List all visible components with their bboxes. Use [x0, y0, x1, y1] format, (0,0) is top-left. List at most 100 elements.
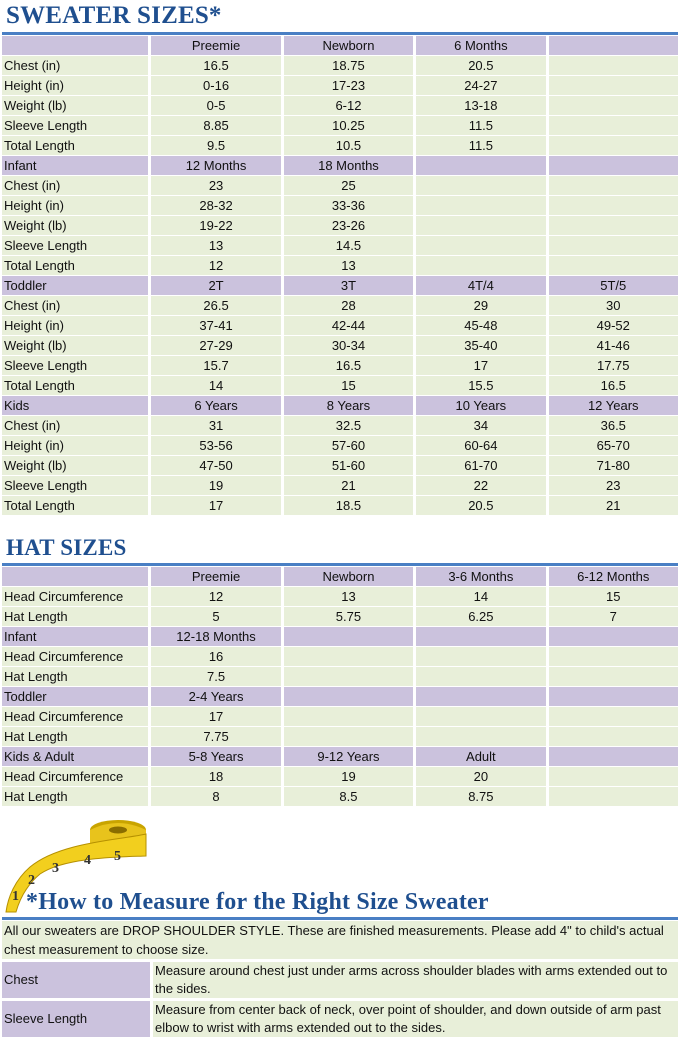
size-header: [416, 687, 546, 706]
row-label: Height (in): [2, 196, 149, 215]
size-header: Preemie: [151, 567, 281, 586]
size-value: 19: [283, 767, 414, 786]
row-label: Total Length: [2, 376, 149, 395]
size-header: [283, 627, 414, 646]
measure-text: Measure from center back of neck, over p…: [153, 1001, 678, 1037]
row-label: Height (in): [2, 316, 149, 335]
table-row: Sleeve Length 19 21 22 23: [2, 476, 678, 496]
size-value: 17: [151, 496, 281, 515]
size-header: 9-12 Years: [283, 747, 414, 766]
size-value: 13: [283, 256, 414, 275]
row-label: Weight (lb): [2, 456, 149, 475]
size-value: 23-26: [283, 216, 414, 235]
size-header: 5T/5: [548, 276, 678, 295]
size-value: 8.85: [151, 116, 281, 135]
row-label: Weight (lb): [2, 336, 149, 355]
size-value: 8.5: [283, 787, 414, 806]
size-value: 33-36: [283, 196, 414, 215]
section-label: Kids & Adult: [2, 747, 149, 766]
measure-row-chest: Chest Measure around chest just under ar…: [2, 962, 678, 998]
size-value: 0-16: [151, 76, 281, 95]
size-value: 57-60: [283, 436, 414, 455]
table-row: Total Length 17 18.5 20.5 21: [2, 496, 678, 516]
table-row: Head Circumference 12 13 14 15: [2, 587, 678, 607]
size-value: 65-70: [548, 436, 678, 455]
row-label: Chest (in): [2, 296, 149, 315]
size-value: 15.7: [151, 356, 281, 375]
size-value: 27-29: [151, 336, 281, 355]
size-value: [548, 707, 678, 726]
row-label: Weight (lb): [2, 96, 149, 115]
size-value: 16.5: [548, 376, 678, 395]
size-value: 7.75: [151, 727, 281, 746]
row-label: Hat Length: [2, 787, 149, 806]
table-row: Hat Length 7.5: [2, 667, 678, 687]
size-value: [548, 136, 678, 155]
size-value: 16: [151, 647, 281, 666]
table-row: Total Length 12 13: [2, 256, 678, 276]
size-value: 37-41: [151, 316, 281, 335]
table-row: Chest (in) 16.5 18.75 20.5: [2, 56, 678, 76]
size-value: 60-64: [416, 436, 546, 455]
size-value: [416, 216, 546, 235]
row-label: Chest (in): [2, 56, 149, 75]
size-header: [548, 627, 678, 646]
size-value: 16.5: [283, 356, 414, 375]
table-row: Head Circumference 18 19 20: [2, 767, 678, 787]
size-header: [548, 687, 678, 706]
table-row: Height (in) 37-41 42-44 45-48 49-52: [2, 316, 678, 336]
size-value: [548, 76, 678, 95]
section-header-row: Infant 12 Months 18 Months: [2, 156, 678, 176]
sweater-sizes-table: Preemie Newborn 6 Months Chest (in) 16.5 18.7…: [2, 36, 678, 516]
size-header: [416, 627, 546, 646]
size-header: 6 Years: [151, 396, 281, 415]
table-row: Weight (lb) 19-22 23-26: [2, 216, 678, 236]
size-header: [548, 156, 678, 175]
table-row: Hat Length 8 8.5 8.75: [2, 787, 678, 807]
table-row: Height (in) 0-16 17-23 24-27: [2, 76, 678, 96]
size-value: [416, 196, 546, 215]
size-header: 2T: [151, 276, 281, 295]
section-header-row: Infant 12-18 Months: [2, 627, 678, 647]
table-row: Chest (in) 23 25: [2, 176, 678, 196]
size-value: [548, 787, 678, 806]
tape-number: 5: [114, 849, 121, 864]
size-value: 8.75: [416, 787, 546, 806]
size-value: [416, 667, 546, 686]
size-value: 5.75: [283, 607, 414, 626]
size-value: [548, 56, 678, 75]
size-value: 12: [151, 256, 281, 275]
measure-row-sleeve-length: Sleeve Length Measure from center back o…: [2, 1001, 678, 1037]
section-label: [2, 567, 149, 586]
tape-number: 4: [84, 853, 91, 868]
size-value: [416, 727, 546, 746]
size-value: 25: [283, 176, 414, 195]
size-header: 10 Years: [416, 396, 546, 415]
section-label: Infant: [2, 156, 149, 175]
size-value: [416, 707, 546, 726]
section-label: [2, 36, 149, 55]
size-value: 36.5: [548, 416, 678, 435]
size-value: 14: [416, 587, 546, 606]
size-value: 0-5: [151, 96, 281, 115]
section-header-row: Preemie Newborn 6 Months: [2, 36, 678, 56]
size-value: 10.25: [283, 116, 414, 135]
section-label: Kids: [2, 396, 149, 415]
size-value: 7.5: [151, 667, 281, 686]
measure-label: Chest: [2, 962, 150, 998]
row-label: Head Circumference: [2, 767, 149, 786]
size-value: 17: [151, 707, 281, 726]
size-value: 12: [151, 587, 281, 606]
size-value: 21: [283, 476, 414, 495]
size-header: [416, 156, 546, 175]
size-value: 15: [548, 587, 678, 606]
size-value: 17-23: [283, 76, 414, 95]
hat-title-rule: [2, 563, 678, 566]
section-header-row: Toddler 2T 3T 4T/4 5T/5: [2, 276, 678, 296]
size-value: 13: [283, 587, 414, 606]
size-header: 3T: [283, 276, 414, 295]
size-value: [416, 256, 546, 275]
size-value: [416, 236, 546, 255]
table-row: Sleeve Length 8.85 10.25 11.5: [2, 116, 678, 136]
table-row: Height (in) 28-32 33-36: [2, 196, 678, 216]
